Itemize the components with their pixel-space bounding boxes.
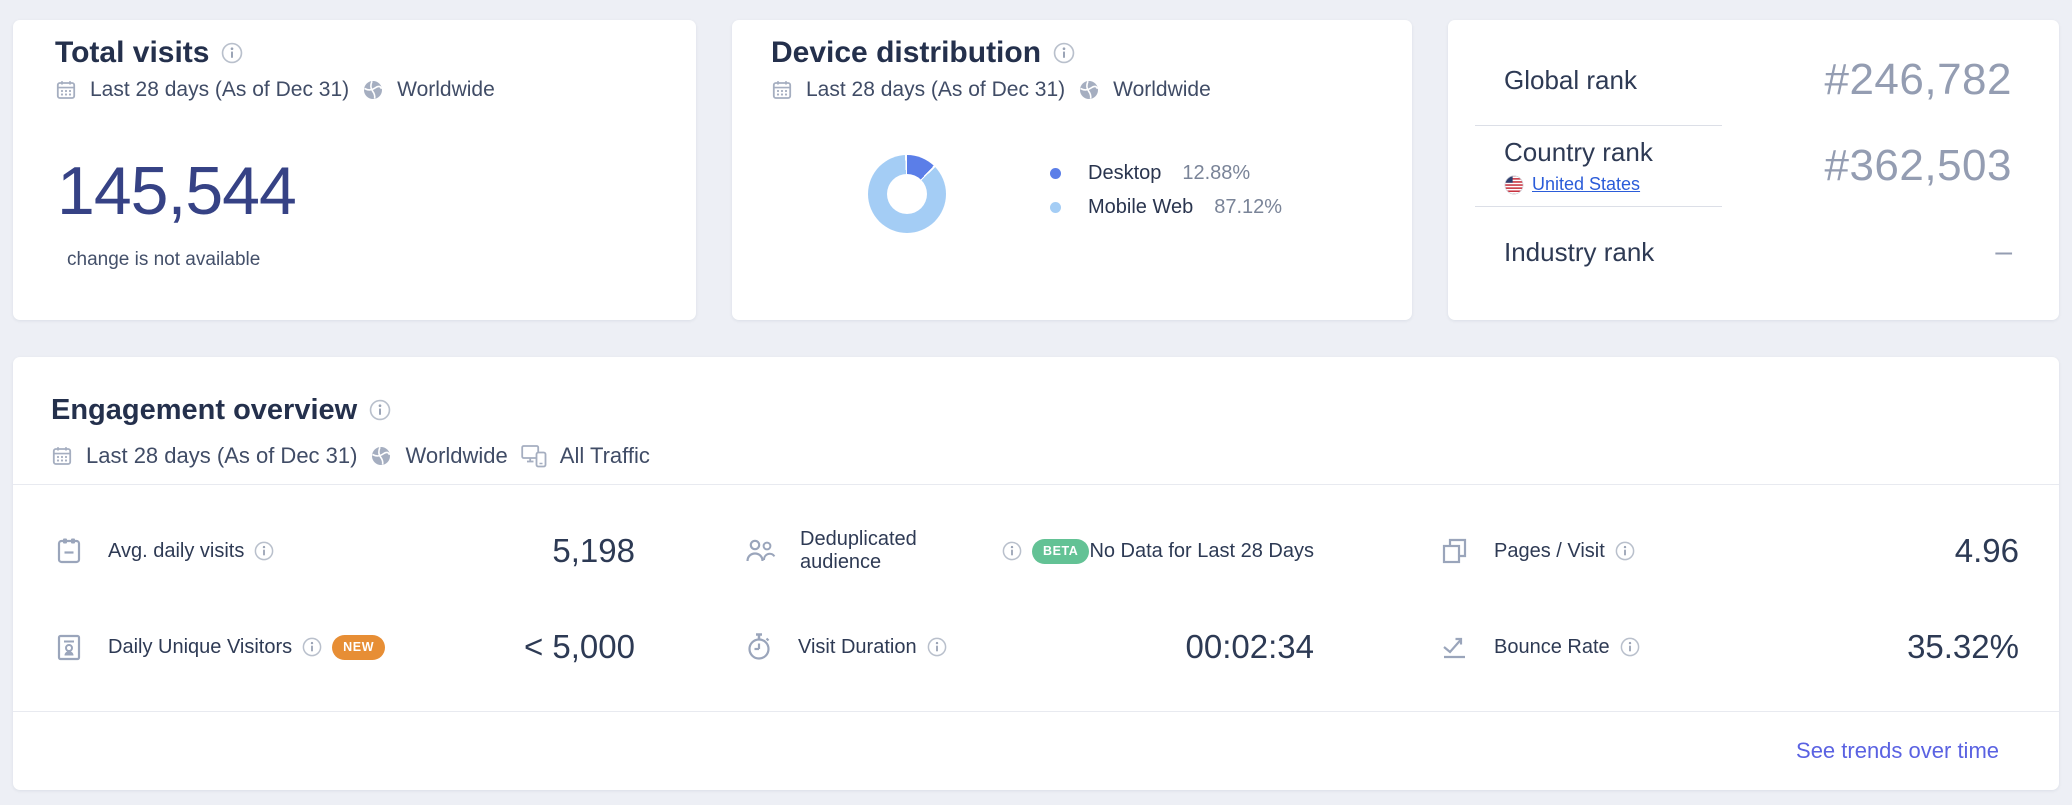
metrics-grid: Avg. daily visits 5,198 Deduplicated aud… <box>13 503 2059 695</box>
info-icon[interactable] <box>927 637 947 657</box>
mobile-web-share-value: 87.12% <box>1214 195 1283 218</box>
globe-icon <box>370 445 392 467</box>
info-icon[interactable] <box>369 399 391 421</box>
mobile-legend-dot <box>1050 201 1061 213</box>
rank-card: Global rank #246,782 Country rank United… <box>1448 20 2059 320</box>
metric-label: Pages / Visit <box>1494 539 1605 562</box>
date-range-label: Last 28 days (As of Dec 31) <box>806 78 1066 101</box>
date-range-label: Last 28 days (As of Dec 31) <box>86 443 358 468</box>
metric-label: Avg. daily visits <box>108 539 245 562</box>
info-icon[interactable] <box>302 637 322 657</box>
date-range-label: Last 28 days (As of Dec 31) <box>90 78 350 101</box>
metric-value: 35.32% <box>1907 628 2019 665</box>
metric-value: 4.96 <box>1954 532 2019 569</box>
industry-rank-value: – <box>1995 235 2012 268</box>
country-rank-label: Country rank <box>1504 137 1653 167</box>
region-label: Worldwide <box>405 443 508 468</box>
engagement-overview-title: Engagement overview <box>51 394 358 426</box>
engagement-meta: Last 28 days (As of Dec 31) Worldwide Al… <box>51 443 2059 469</box>
total-visits-value: 145,544 <box>57 153 297 229</box>
total-visits-meta: Last 28 days (As of Dec 31) Worldwide <box>55 77 666 103</box>
engagement-footer: See trends over time <box>13 711 2059 790</box>
top-cards-row: Total visits Last 28 days (As of Dec 31)… <box>13 20 2059 320</box>
pages-icon <box>1440 536 1470 566</box>
device-donut-chart[interactable] <box>868 155 946 233</box>
metric-value: 00:02:34 <box>1185 628 1314 665</box>
industry-rank-label: Industry rank <box>1504 236 1655 267</box>
engagement-overview-card: Engagement overview Last 28 days (As of … <box>13 357 2059 790</box>
global-rank-value: #246,782 <box>1824 55 2012 104</box>
desktop-legend-dot <box>1050 167 1061 179</box>
metric-label: Daily Unique Visitors <box>108 635 293 658</box>
metric-value: No Data for Last 28 Days <box>1089 539 1314 562</box>
total-visits-title: Total visits <box>55 36 210 69</box>
calendar-icon <box>54 536 84 566</box>
device-distribution-title: Device distribution <box>771 36 1042 69</box>
country-rank-row: Country rank United States #362,503 <box>1448 126 2059 206</box>
trend-arrow-icon <box>1440 632 1470 662</box>
desktop-share-value: 12.88% <box>1182 161 1251 184</box>
metric-label: Bounce Rate <box>1494 635 1610 658</box>
metric-label: Deduplicated audience <box>800 528 917 573</box>
info-icon[interactable] <box>254 541 274 561</box>
total-visits-card: Total visits Last 28 days (As of Dec 31)… <box>13 20 696 320</box>
all-traffic-icon <box>521 444 547 468</box>
calendar-icon <box>55 79 77 101</box>
divider <box>1475 206 1722 207</box>
metric-deduplicated-audience: Deduplicated audience BETA No Data for L… <box>695 503 1377 599</box>
legend-row-desktop: Desktop 12.88% <box>1050 160 1282 187</box>
engagement-header: Engagement overview Last 28 days (As of … <box>13 357 2059 485</box>
stopwatch-icon <box>744 632 774 662</box>
desktop-label: Desktop <box>1088 161 1162 184</box>
metric-daily-unique-visitors: Daily Unique Visitors NEW < 5,000 <box>13 599 695 695</box>
traffic-filter-label: All Traffic <box>559 443 650 468</box>
metric-value: 5,198 <box>552 532 635 569</box>
metric-value: < 5,000 <box>523 628 635 665</box>
change-note: change is not available <box>67 249 261 270</box>
metric-pages-per-visit: Pages / Visit 4.96 <box>1377 503 2059 599</box>
device-distribution-card: Device distribution Last 28 days (As of … <box>732 20 1412 320</box>
id-card-icon <box>54 632 84 662</box>
country-rank-value: #362,503 <box>1824 141 2012 190</box>
calendar-icon <box>51 445 73 467</box>
region-label: Worldwide <box>397 78 495 101</box>
beta-badge: BETA <box>1031 538 1090 564</box>
us-flag-icon <box>1504 175 1524 195</box>
info-icon[interactable] <box>1053 42 1075 64</box>
metric-label: Visit Duration <box>798 635 917 658</box>
mobile-web-label: Mobile Web <box>1088 195 1194 218</box>
global-rank-row: Global rank #246,782 <box>1448 20 2059 125</box>
info-icon[interactable] <box>1620 637 1640 657</box>
device-legend: Desktop 12.88% Mobile Web 87.12% <box>1050 160 1282 221</box>
new-badge: NEW <box>332 634 386 660</box>
info-icon[interactable] <box>221 42 243 64</box>
audience-icon <box>744 536 776 566</box>
industry-rank-row: Industry rank – <box>1448 207 2059 320</box>
device-distribution-meta: Last 28 days (As of Dec 31) Worldwide <box>771 77 1382 103</box>
region-label: Worldwide <box>1113 78 1211 101</box>
metric-avg-daily-visits: Avg. daily visits 5,198 <box>13 503 695 599</box>
see-trends-link[interactable]: See trends over time <box>1796 738 1999 763</box>
globe-icon <box>362 79 384 101</box>
metric-bounce-rate: Bounce Rate 35.32% <box>1377 599 2059 695</box>
global-rank-label: Global rank <box>1504 64 1637 95</box>
info-icon[interactable] <box>1615 541 1635 561</box>
info-icon[interactable] <box>1002 541 1022 561</box>
legend-row-mobile: Mobile Web 87.12% <box>1050 194 1282 221</box>
globe-icon <box>1078 79 1100 101</box>
divider <box>1475 125 1722 126</box>
metric-visit-duration: Visit Duration 00:02:34 <box>695 599 1377 695</box>
country-link[interactable]: United States <box>1532 174 1641 194</box>
calendar-icon <box>771 79 793 101</box>
